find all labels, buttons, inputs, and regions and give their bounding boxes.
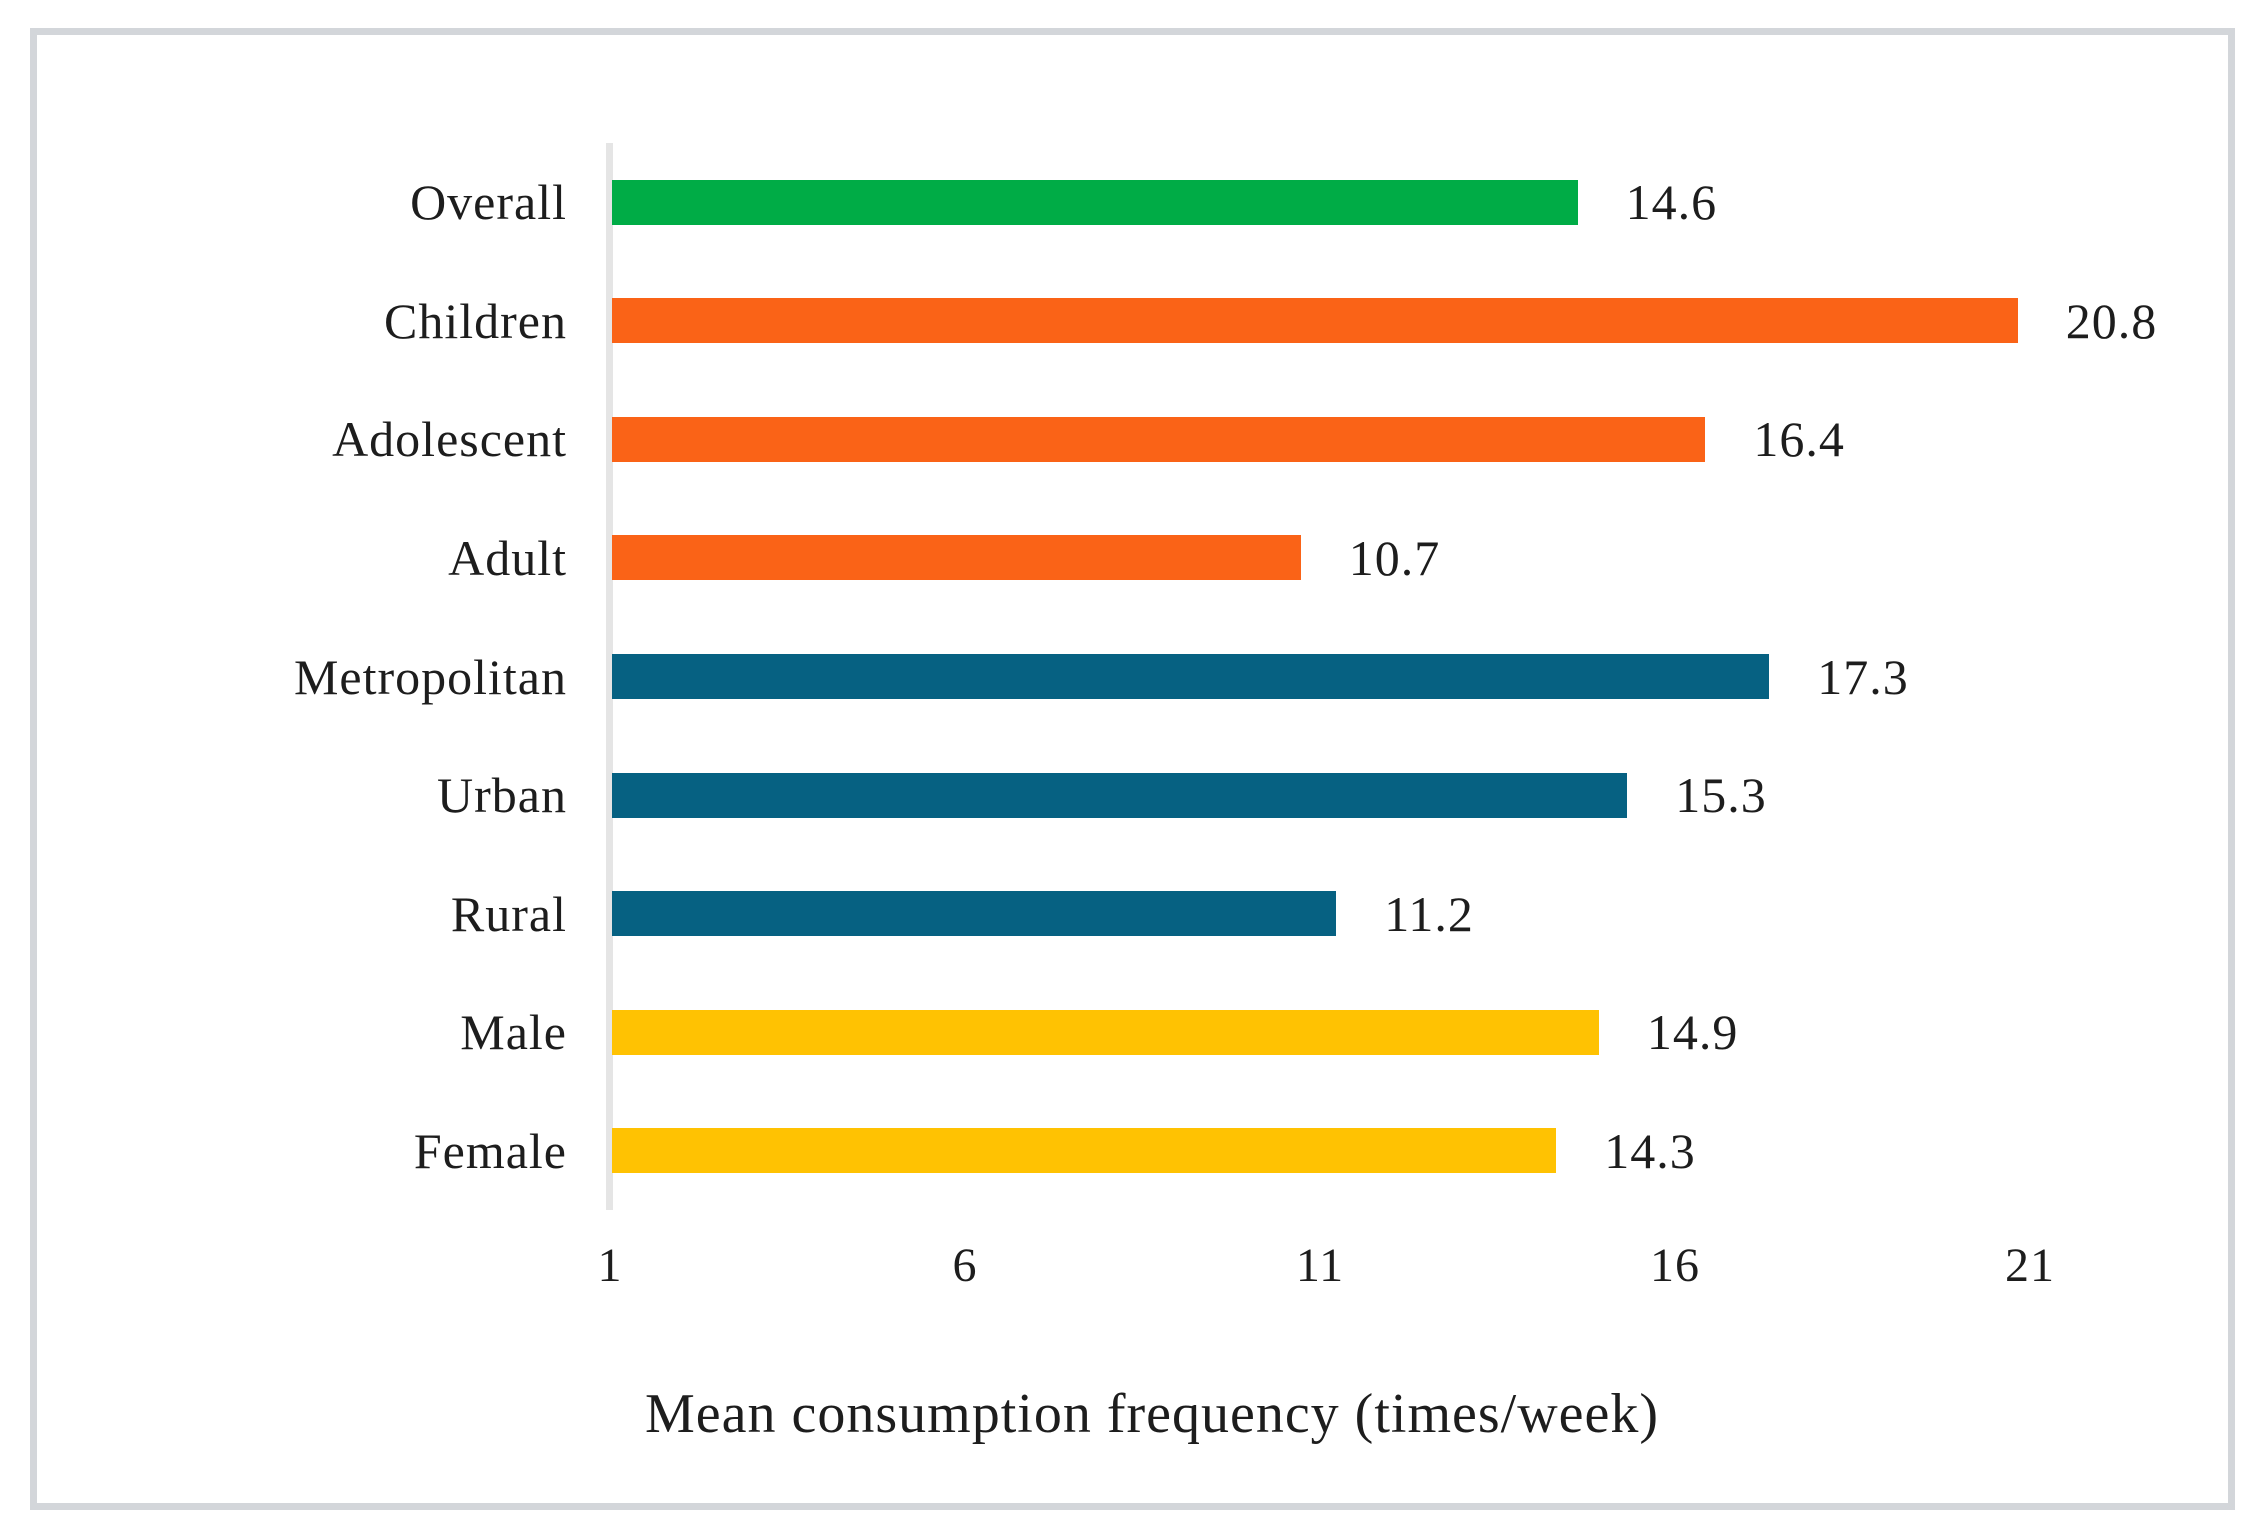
chart-row: Adult 10.7 bbox=[0, 499, 2265, 618]
bar bbox=[612, 535, 1301, 581]
bar-track: 15.3 bbox=[612, 736, 2265, 855]
value-label: 14.3 bbox=[1604, 1122, 1696, 1179]
chart-row: Overall 14.6 bbox=[0, 143, 2265, 262]
bar-track: 17.3 bbox=[612, 617, 2265, 736]
value-label: 15.3 bbox=[1675, 767, 1767, 824]
chart-row: Female 14.3 bbox=[0, 1092, 2265, 1211]
bar-track: 11.2 bbox=[612, 854, 2265, 973]
value-label: 14.6 bbox=[1625, 174, 1718, 231]
chart-row: Metropolitan 17.3 bbox=[0, 617, 2265, 736]
bar-chart-plot-area: Overall 14.6 Children 20.8 Adolescent 16.4 Adu… bbox=[0, 143, 2265, 1210]
bar bbox=[612, 416, 1706, 462]
value-label: 16.4 bbox=[1753, 411, 1845, 468]
bar-track: 14.9 bbox=[612, 973, 2265, 1092]
bar-track: 14.3 bbox=[612, 1092, 2265, 1211]
x-tick-label: 21 bbox=[2005, 1239, 2055, 1292]
category-label: Adult bbox=[448, 529, 567, 586]
value-label: 17.3 bbox=[1817, 648, 1909, 705]
chart-row: Rural 11.2 bbox=[0, 854, 2265, 973]
x-tick-label: 11 bbox=[1295, 1239, 1345, 1292]
bar bbox=[612, 1128, 1557, 1174]
category-label: Urban bbox=[437, 767, 567, 824]
bar bbox=[612, 891, 1337, 937]
chart-row: Children 20.8 bbox=[0, 262, 2265, 381]
category-label: Female bbox=[413, 1122, 567, 1179]
value-label: 11.2 bbox=[1384, 885, 1474, 942]
value-label: 14.9 bbox=[1646, 1004, 1739, 1061]
bar-track: 20.8 bbox=[612, 262, 2265, 381]
category-label: Adolescent bbox=[332, 411, 567, 468]
bar-track: 14.6 bbox=[612, 143, 2265, 262]
category-label: Children bbox=[384, 292, 567, 349]
chart-row: Adolescent 16.4 bbox=[0, 380, 2265, 499]
x-tick-label: 16 bbox=[1650, 1239, 1700, 1292]
category-label: Metropolitan bbox=[293, 648, 567, 705]
value-label: 10.7 bbox=[1348, 529, 1441, 586]
chart-row: Male 14.9 bbox=[0, 973, 2265, 1092]
bar bbox=[612, 654, 1770, 700]
y-axis-line bbox=[606, 143, 613, 1210]
category-label: Rural bbox=[450, 885, 567, 942]
bar bbox=[612, 1009, 1599, 1055]
x-axis-title: Mean consumption frequency (times/week) bbox=[644, 1383, 1660, 1445]
category-label: Overall bbox=[410, 174, 567, 231]
bar bbox=[612, 298, 2018, 344]
x-tick-label: 6 bbox=[952, 1239, 978, 1292]
category-label: Male bbox=[460, 1004, 567, 1061]
x-axis-ticks: 1 6 11 16 21 bbox=[598, 1238, 2055, 1308]
bar-track: 16.4 bbox=[612, 380, 2265, 499]
bar-track: 10.7 bbox=[612, 499, 2265, 618]
chart-row: Urban 15.3 bbox=[0, 736, 2265, 855]
bar bbox=[612, 179, 1578, 225]
bar bbox=[612, 772, 1628, 818]
x-tick-label: 1 bbox=[597, 1239, 623, 1292]
value-label: 20.8 bbox=[2065, 292, 2158, 349]
